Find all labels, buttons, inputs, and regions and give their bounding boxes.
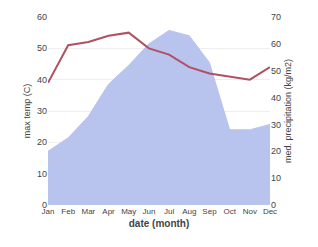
svg-text:Mar: Mar xyxy=(81,207,95,216)
svg-text:50: 50 xyxy=(271,66,281,76)
svg-text:40: 40 xyxy=(37,75,47,85)
svg-text:30: 30 xyxy=(271,120,281,130)
svg-text:Apr: Apr xyxy=(102,207,115,216)
svg-text:60: 60 xyxy=(271,39,281,49)
svg-text:med. precipitation (kg/m2): med. precipitation (kg/m2) xyxy=(283,59,293,163)
svg-text:date (month): date (month) xyxy=(129,218,190,229)
svg-text:Oct: Oct xyxy=(223,207,236,216)
svg-text:0: 0 xyxy=(271,200,276,210)
svg-text:70: 70 xyxy=(271,12,281,22)
svg-text:10: 10 xyxy=(37,169,47,179)
svg-text:Feb: Feb xyxy=(61,207,75,216)
svg-text:Jun: Jun xyxy=(142,207,155,216)
svg-text:Nov: Nov xyxy=(243,207,257,216)
svg-text:Dec: Dec xyxy=(263,207,277,216)
svg-text:20: 20 xyxy=(37,137,47,147)
svg-text:max temp (C): max temp (C) xyxy=(22,84,32,139)
svg-text:50: 50 xyxy=(37,43,47,53)
svg-text:30: 30 xyxy=(37,106,47,116)
svg-text:0: 0 xyxy=(42,200,47,210)
svg-text:20: 20 xyxy=(271,146,281,156)
svg-text:10: 10 xyxy=(271,173,281,183)
svg-text:Aug: Aug xyxy=(182,207,196,216)
svg-text:40: 40 xyxy=(271,93,281,103)
svg-text:Sep: Sep xyxy=(202,207,217,216)
svg-text:Jan: Jan xyxy=(42,207,55,216)
svg-text:May: May xyxy=(121,207,136,216)
svg-text:Jul: Jul xyxy=(164,207,174,216)
svg-text:60: 60 xyxy=(37,12,47,22)
